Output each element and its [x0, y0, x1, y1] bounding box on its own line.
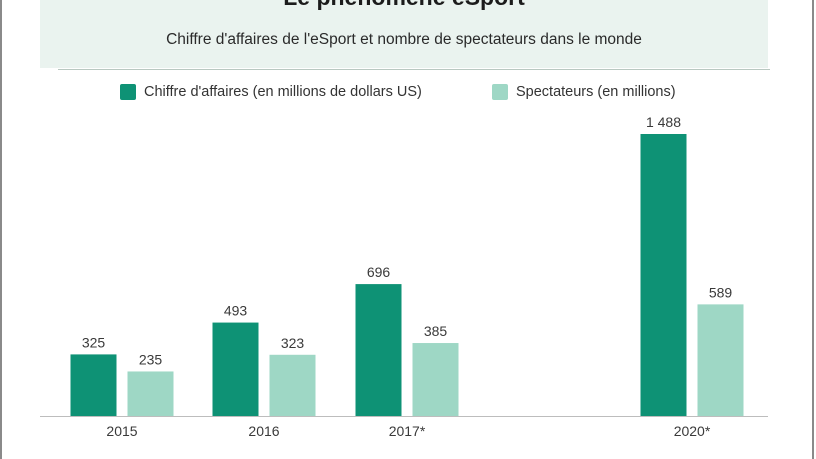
- chart-title: Le phénomène eSport: [40, 0, 768, 11]
- x-tick-label-2015: 2015: [106, 423, 137, 439]
- data-label-revenue-2016: 493: [224, 303, 248, 319]
- data-label-viewers-2017*: 385: [424, 323, 448, 339]
- data-label-viewers-2015: 235: [139, 351, 163, 367]
- legend-label-viewers: Spectateurs (en millions): [516, 84, 676, 100]
- bar-revenue-2015: [70, 354, 117, 416]
- bar-viewers-2015: [127, 371, 174, 416]
- bar-revenue-2020*: [640, 134, 687, 416]
- chart-header: Le phénomène eSport Chiffre d'affaires d…: [40, 0, 768, 68]
- legend-label-revenue: Chiffre d'affaires (en millions de dolla…: [144, 84, 422, 100]
- bar-viewers-2017*: [412, 343, 459, 416]
- bar-revenue-2016: [212, 322, 259, 416]
- x-tick-label-2020*: 2020*: [674, 423, 711, 439]
- header-separator: [58, 69, 770, 70]
- chart-subtitle: Chiffre d'affaires de l'eSport et nombre…: [166, 31, 642, 48]
- legend: Chiffre d'affaires (en millions de dolla…: [0, 84, 816, 104]
- x-tick-label-2016: 2016: [248, 423, 279, 439]
- data-label-viewers-2016: 323: [281, 335, 305, 351]
- data-label-viewers-2020*: 589: [709, 284, 733, 300]
- data-label-revenue-2017*: 696: [367, 264, 391, 280]
- data-label-revenue-2020*: 1 488: [646, 114, 681, 130]
- legend-item-revenue: Chiffre d'affaires (en millions de dolla…: [120, 84, 422, 100]
- x-tick-label-2017*: 2017*: [389, 423, 426, 439]
- legend-swatch-viewers: [492, 84, 508, 100]
- legend-swatch-revenue: [120, 84, 136, 100]
- legend-item-viewers: Spectateurs (en millions): [492, 84, 676, 100]
- bar-revenue-2017*: [355, 284, 402, 416]
- bar-viewers-2020*: [697, 304, 744, 416]
- data-label-revenue-2015: 325: [82, 334, 106, 350]
- bar-viewers-2016: [269, 354, 316, 416]
